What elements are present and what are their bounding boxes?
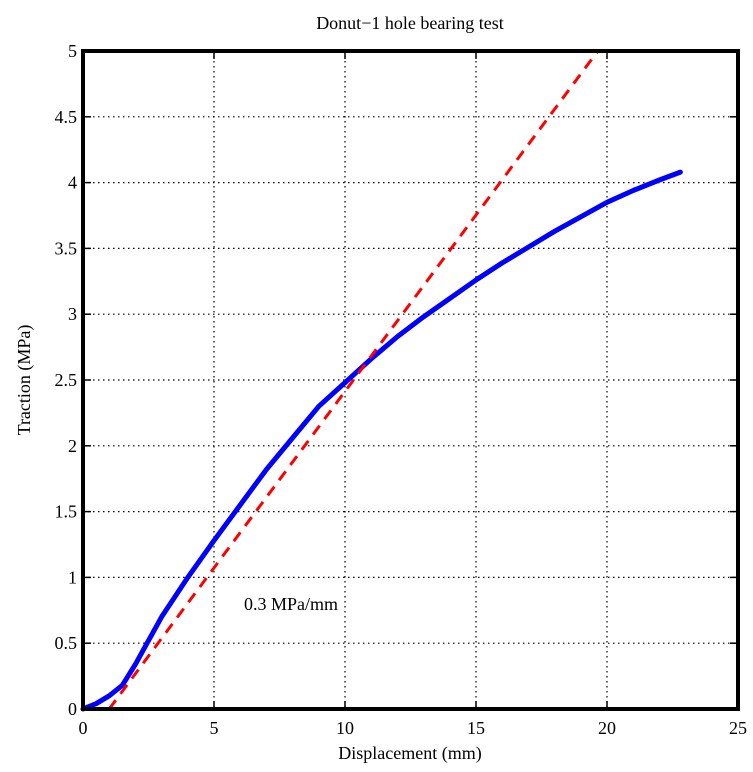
x-tick-label: 0 [79, 718, 88, 738]
y-tick-label: 0 [68, 699, 77, 719]
y-tick-label: 1.5 [55, 502, 78, 522]
x-tick-label: 15 [467, 718, 485, 738]
chart-title: Donut−1 hole bearing test [316, 13, 504, 33]
y-tick-label: 3 [68, 304, 77, 324]
annotation-slope: 0.3 MPa/mm [244, 594, 338, 614]
ticks [82, 50, 739, 710]
y-tick-label: 4.5 [55, 107, 78, 127]
x-tick-label: 10 [336, 718, 354, 738]
y-tick-label: 2 [68, 436, 77, 456]
y-tick-label: 1 [68, 567, 77, 587]
y-tick-label: 4 [68, 173, 77, 193]
grid [83, 51, 738, 709]
y-tick-label: 3.5 [55, 238, 78, 258]
tick-labels: 0 5 10 15 20 25 0 0.5 1 1.5 2 2.5 3 3.5 4 4.5 5 [55, 41, 748, 738]
x-tick-label: 25 [729, 718, 747, 738]
y-tick-label: 0.5 [55, 633, 78, 653]
y-tick-label: 5 [68, 41, 77, 61]
x-tick-label: 5 [210, 718, 219, 738]
series-line-linear-fit [107, 50, 600, 710]
x-axis-label: Displacement (mm) [338, 743, 481, 764]
y-axis-label: Traction (MPa) [14, 325, 35, 436]
x-tick-label: 20 [598, 718, 616, 738]
plot-area [80, 50, 683, 712]
series-line-measured [80, 169, 683, 712]
y-tick-label: 2.5 [55, 370, 78, 390]
